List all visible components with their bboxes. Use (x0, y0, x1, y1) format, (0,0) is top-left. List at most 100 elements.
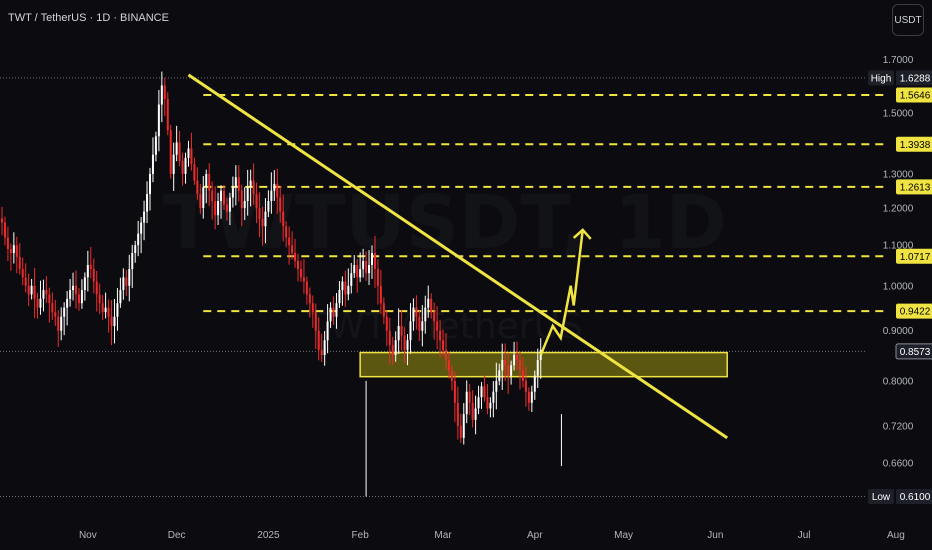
candle-body (344, 281, 347, 295)
candle-body (199, 194, 202, 209)
level-price-label: 1.5646 (900, 90, 931, 101)
candle-body (3, 222, 6, 238)
candle-body (519, 360, 521, 371)
candle-body (530, 391, 533, 403)
candle-body (113, 316, 116, 326)
candle-body (217, 201, 220, 216)
candle-body (30, 285, 33, 295)
candle-body (75, 285, 77, 295)
time-tick-label: Jul (798, 530, 811, 541)
price-tick-label: 0.6600 (883, 458, 914, 469)
candle-body (418, 316, 421, 331)
candle-body (21, 269, 24, 278)
candle-body (373, 252, 376, 270)
low-price-box (896, 489, 932, 505)
time-tick-label: Apr (527, 530, 543, 541)
candle-body (80, 290, 83, 304)
candle-body (33, 285, 36, 299)
candle-body (27, 285, 30, 295)
candle-body (320, 350, 323, 356)
candle-body (501, 360, 504, 371)
candle-body (267, 201, 270, 212)
candle-body (294, 252, 297, 261)
candle-body (412, 307, 415, 322)
candle-body (137, 233, 140, 246)
time-axis[interactable]: Nov Dec 2025 Feb Mar Apr May Jun Jul Aug (79, 530, 905, 541)
candle-body (270, 190, 273, 202)
candle-body (24, 277, 27, 286)
candle-body (495, 380, 498, 392)
candle-body (394, 340, 397, 356)
candle-body (308, 294, 311, 304)
high-tag: High (871, 73, 892, 84)
candle-body (18, 256, 21, 270)
candle-body (196, 180, 199, 195)
currency-button[interactable]: USDT (892, 4, 924, 36)
level-price-label-box (896, 87, 932, 103)
candle-body (442, 340, 445, 351)
time-tick-label: Jun (707, 530, 723, 541)
candle-body (122, 277, 125, 291)
level-price-label: 1.3938 (900, 140, 931, 151)
candle-body (492, 391, 495, 403)
candle-body (6, 237, 9, 250)
candle-body (231, 187, 234, 198)
candle-body (477, 397, 480, 409)
high-price-label: 1.6288 (900, 73, 931, 84)
candle-body (261, 218, 264, 227)
candle-body (388, 330, 391, 346)
candle-body (533, 375, 536, 392)
candle-body (39, 298, 42, 308)
candle-body (524, 380, 527, 392)
candle-body (471, 402, 474, 420)
candle-body (178, 142, 181, 162)
price-axis[interactable]: 1.7000 1.5000 1.3000 1.2000 1.1000 1.0000 0.90… (868, 55, 932, 505)
candle-body (134, 245, 137, 253)
candle-body (465, 391, 468, 415)
candle-body (297, 260, 299, 270)
candle-body (237, 177, 240, 191)
candle-body (365, 260, 368, 274)
candle-body (314, 312, 317, 331)
candle-body (406, 340, 409, 351)
candle-body (143, 211, 146, 223)
candle-body (468, 391, 471, 403)
candle-body (430, 298, 433, 313)
candle-body (258, 208, 261, 219)
level-price-label-box (896, 248, 932, 264)
candle-body (107, 307, 110, 317)
candle-body (208, 173, 211, 191)
candle-body (140, 222, 143, 234)
candle-body (285, 226, 288, 238)
price-tick-label: 1.2000 (883, 204, 914, 215)
candle-body (462, 414, 465, 438)
candle-body (353, 264, 356, 274)
candle-body (119, 290, 122, 304)
candle-body (211, 190, 214, 202)
price-tick-label: 1.7000 (883, 55, 914, 66)
level-price-label-box (896, 136, 932, 152)
low-tag: Low (872, 492, 891, 503)
candle-body (249, 180, 252, 188)
level-price-label: 1.2613 (900, 182, 931, 193)
candle-body (415, 307, 418, 317)
candle-body (311, 303, 314, 313)
candle-body (181, 161, 184, 174)
candle-body (282, 211, 285, 227)
candle-body (436, 321, 439, 331)
candle-body (146, 194, 149, 212)
candle-body (439, 330, 442, 341)
projection-arrow (539, 228, 592, 356)
candle-body (223, 190, 225, 205)
candle-body (175, 142, 178, 155)
candle-body (54, 312, 57, 317)
time-tick-label: Dec (168, 530, 186, 541)
candle-body (459, 425, 462, 438)
current-price-label: 0.8573 (900, 347, 931, 358)
price-tick-label: 0.7200 (883, 421, 914, 432)
candle-body (510, 365, 513, 376)
time-tick-label: Nov (79, 530, 97, 541)
candle-body (83, 277, 86, 291)
trendline (187, 73, 729, 440)
